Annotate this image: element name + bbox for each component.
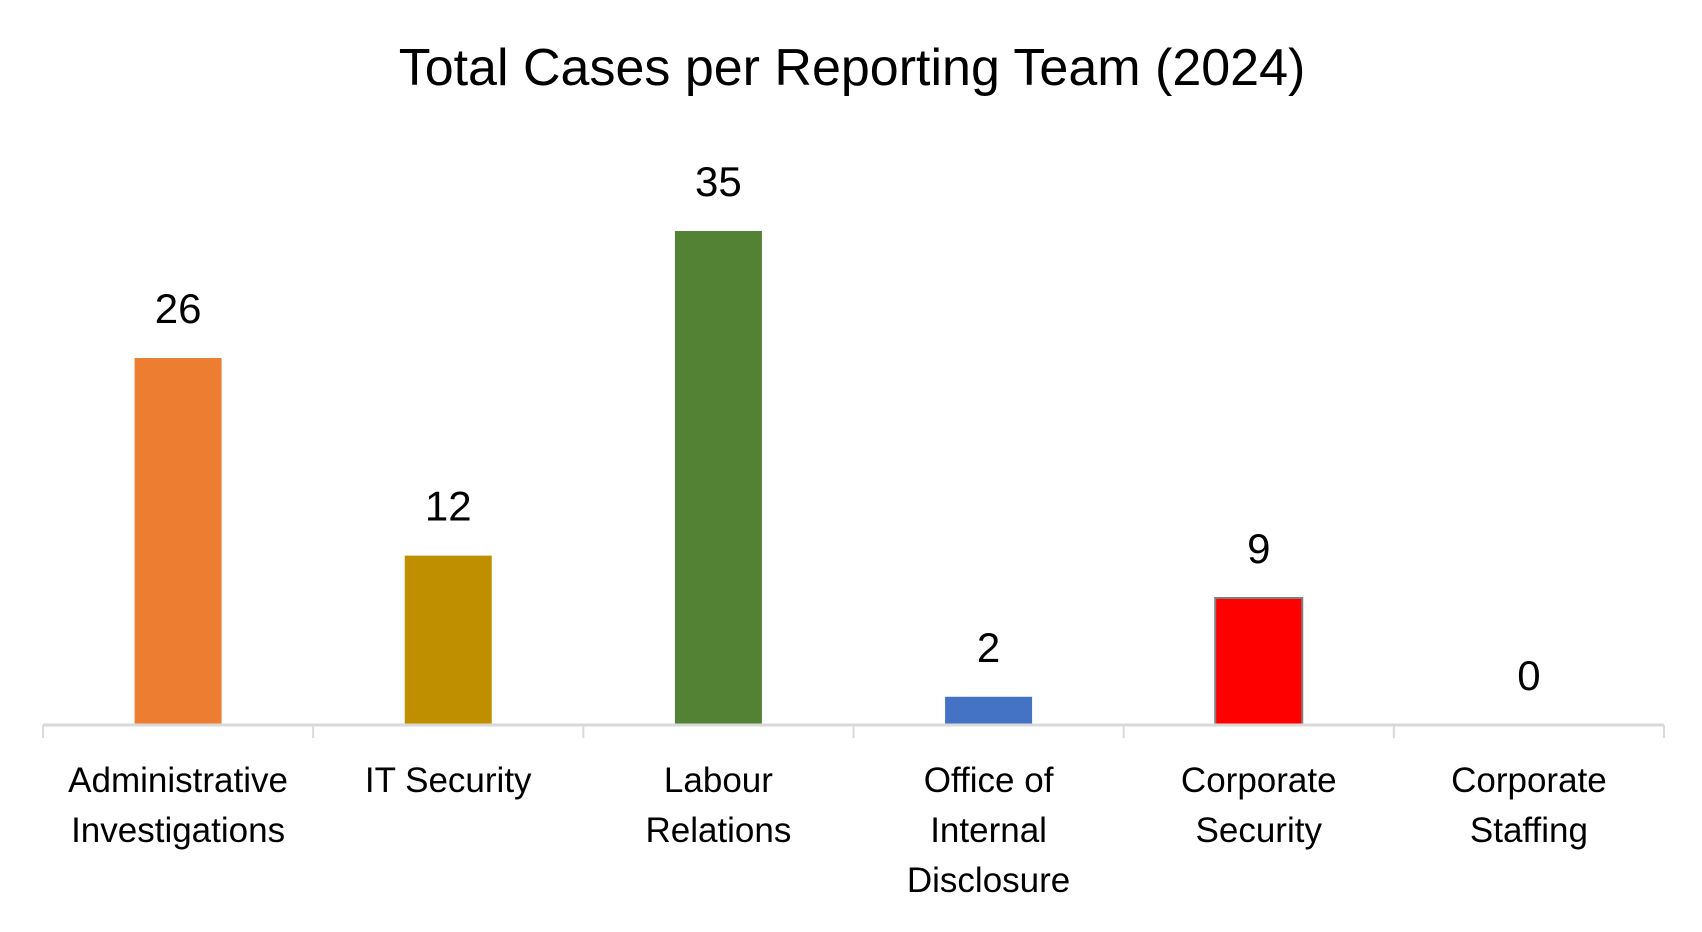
data-label: 9 <box>1247 525 1270 572</box>
bar <box>134 358 222 725</box>
x-axis <box>42 723 1665 738</box>
data-label: 2 <box>977 624 1000 671</box>
bar <box>674 231 762 725</box>
bar <box>945 696 1033 725</box>
bars <box>134 231 1304 727</box>
x-tick-label: Administrative <box>68 761 288 800</box>
x-tick-label: Investigations <box>71 811 285 850</box>
x-tick-label: Relations <box>645 811 791 850</box>
x-tick-label: Disclosure <box>907 861 1070 900</box>
data-label: 26 <box>155 285 202 332</box>
data-label: 0 <box>1517 652 1540 699</box>
data-label: 35 <box>695 158 742 205</box>
x-tick-label: Corporate <box>1181 761 1337 800</box>
x-tick-label: Internal <box>930 811 1047 850</box>
data-label: 12 <box>425 483 472 530</box>
x-tick-label: Labour <box>664 761 773 800</box>
bar <box>1214 596 1304 727</box>
x-tick-label: IT Security <box>365 761 532 800</box>
x-tick-label: Staffing <box>1470 811 1588 850</box>
x-tick-label: Office of <box>924 761 1054 800</box>
bar <box>404 555 492 725</box>
chart-title: Total Cases per Reporting Team (2024) <box>399 39 1306 97</box>
labels: 26 Administrative Investigations 12 IT Secur… <box>68 158 1607 900</box>
x-tick-label: Security <box>1196 811 1323 850</box>
x-tick-label: Corporate <box>1451 761 1607 800</box>
